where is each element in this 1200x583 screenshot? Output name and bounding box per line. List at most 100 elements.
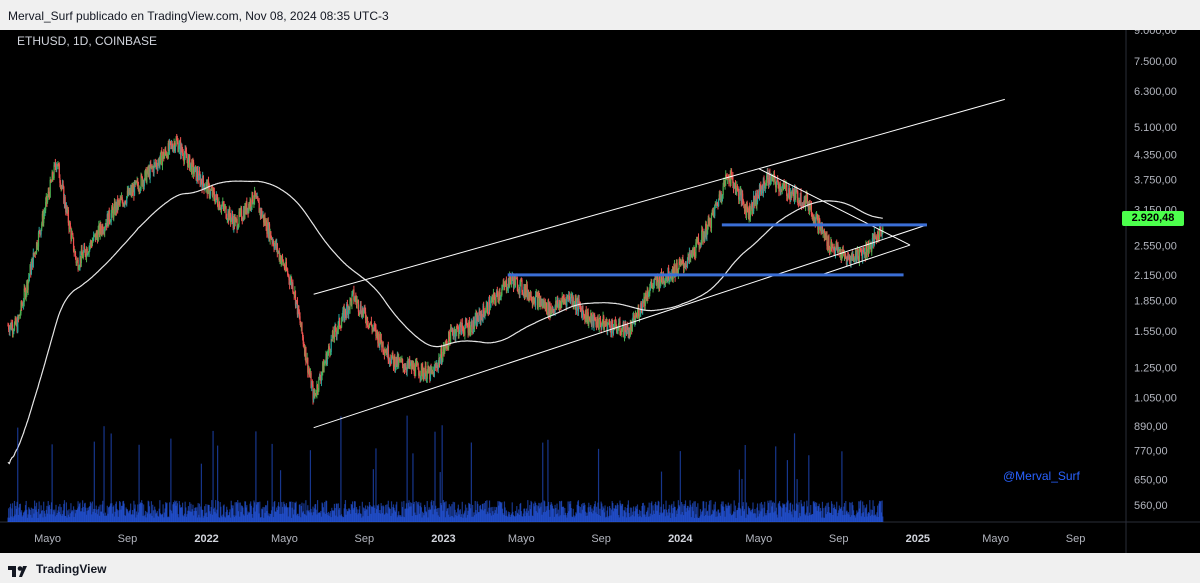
volume-bar (20, 512, 22, 522)
candle-body (476, 315, 478, 327)
candle-body (96, 234, 99, 242)
price-chart[interactable]: 9.000,007.500,006.300,005.100,004.350,00… (0, 30, 1200, 553)
candle-body (666, 275, 668, 280)
candle-body (608, 320, 611, 326)
volume-bar (146, 512, 148, 522)
volume-bar (82, 500, 84, 522)
volume-bar (512, 511, 514, 522)
candle-body (849, 257, 851, 261)
candle-body (646, 291, 648, 301)
candle-body (128, 188, 130, 195)
volume-bar (156, 511, 158, 522)
candle-body (448, 331, 450, 338)
volume-bar (599, 515, 602, 522)
candle-body (858, 249, 861, 262)
candle-body (75, 257, 77, 264)
author-watermark: @Merval_Surf (1003, 469, 1080, 483)
volume-bar (817, 506, 819, 522)
candle-body (736, 185, 739, 188)
candle-body (61, 186, 63, 188)
candle-body (102, 225, 104, 233)
candle-body (767, 172, 769, 183)
candle-body (364, 306, 366, 312)
volume-bar (24, 505, 27, 522)
candle-body (41, 213, 43, 224)
candle-body (711, 211, 713, 215)
candle-body (355, 300, 358, 304)
volume-bar (389, 508, 391, 522)
candle-body (80, 249, 82, 264)
candle-body (163, 154, 165, 159)
volume-bar (626, 507, 628, 522)
volume-bar (647, 516, 650, 522)
volume-bar (333, 510, 335, 522)
volume-bar (264, 512, 266, 522)
volume-bar (45, 516, 47, 522)
candle-body (20, 302, 22, 314)
volume-bar (773, 502, 776, 522)
volume-bar (201, 509, 203, 522)
candle-body (544, 302, 546, 308)
volume-bar (270, 510, 273, 522)
candle-body (144, 169, 147, 172)
volume-bar (445, 501, 447, 522)
volume-bar (429, 509, 431, 522)
candle-body (242, 219, 244, 221)
volume-bar (109, 503, 112, 522)
volume-bar (863, 505, 865, 522)
candle-body (56, 164, 58, 167)
candle-body (67, 209, 69, 213)
candle-body (568, 295, 570, 298)
chart-area[interactable]: 9.000,00 7.500,00 6.300,00 5.100,00 4.350,00… (0, 30, 1200, 553)
volume-bar (197, 503, 199, 522)
candle-body (669, 276, 671, 281)
volume-bar (59, 514, 62, 522)
volume-bar (549, 504, 552, 522)
candle-body (663, 282, 665, 284)
volume-bar (400, 516, 402, 522)
candle-body (520, 279, 522, 281)
candle-body (237, 228, 239, 230)
candle-body (79, 256, 81, 267)
volume-bar (717, 509, 719, 522)
candle-body (337, 321, 339, 330)
candle-body (696, 239, 698, 241)
candle-body (174, 143, 176, 151)
candle-body (327, 351, 329, 356)
candle-body (394, 366, 397, 370)
volume-bar (100, 511, 103, 522)
volume-bar (254, 511, 256, 522)
candle-body (180, 141, 182, 155)
candle-body (537, 294, 539, 308)
tradingview-logo[interactable]: TradingView (8, 562, 106, 577)
volume-bar (138, 444, 140, 522)
volume-bar (226, 509, 228, 522)
volume-bar (716, 516, 718, 522)
candle-body (318, 376, 320, 391)
candle-body (681, 259, 683, 262)
candle-body (231, 214, 233, 219)
volume-bar (605, 517, 607, 522)
candle-body (727, 177, 729, 180)
volume-bar (618, 517, 620, 522)
volume-bar (348, 508, 350, 522)
candle-body (213, 188, 215, 192)
volume-bar (220, 515, 223, 522)
candle-body (528, 292, 530, 300)
volume-bar (882, 516, 884, 522)
candle-body (118, 200, 120, 202)
volume-bar (205, 504, 207, 522)
candle-body (541, 299, 543, 306)
candle-body (396, 355, 398, 366)
candle-body (811, 214, 813, 217)
candle-body (202, 175, 204, 184)
volume-bar (852, 505, 854, 522)
volume-bar (423, 515, 425, 522)
volume-bar (148, 506, 151, 522)
candle-body (88, 247, 90, 253)
volume-bar (79, 502, 81, 522)
volume-bar (169, 509, 171, 522)
volume-bar (67, 510, 69, 522)
volume-bar (30, 514, 32, 522)
candle-body (377, 333, 380, 344)
